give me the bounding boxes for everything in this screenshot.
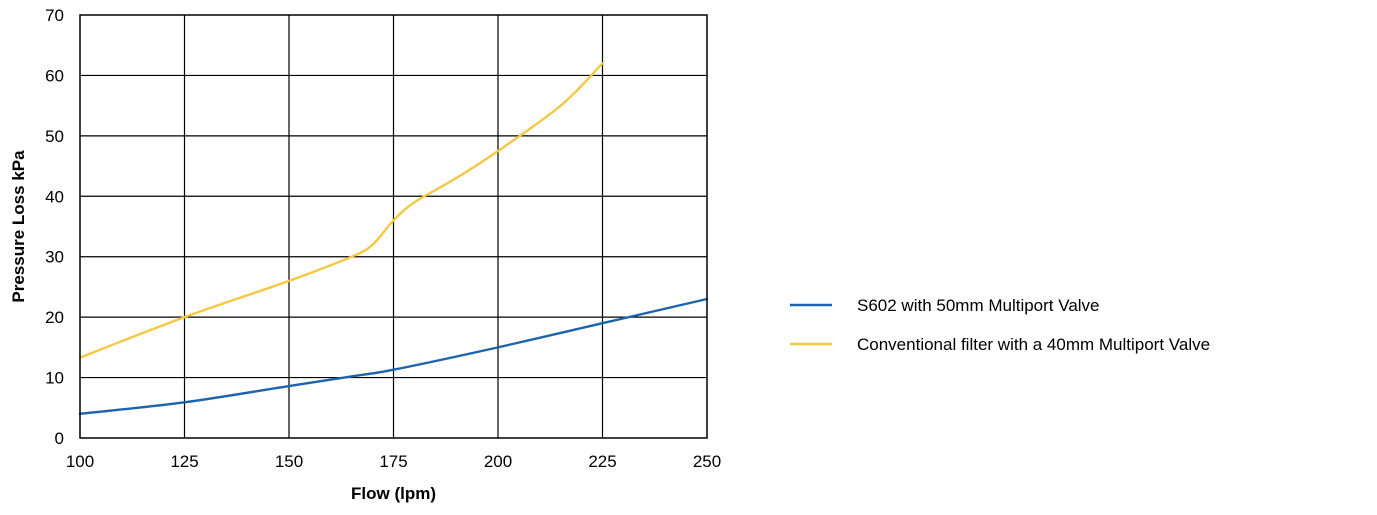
x-tick-label: 200 bbox=[484, 452, 512, 471]
legend: S602 with 50mm Multiport Valve Convention… bbox=[790, 296, 1210, 354]
plot-area-frame bbox=[79, 14, 708, 439]
x-axis-title: Flow (lpm) bbox=[351, 484, 436, 503]
y-tick-label: 30 bbox=[45, 248, 64, 267]
y-tick-label: 40 bbox=[45, 187, 64, 206]
x-tick-label: 100 bbox=[66, 452, 94, 471]
y-tick-label: 60 bbox=[45, 66, 64, 85]
series-lines bbox=[78, 62, 709, 416]
y-tick-label: 0 bbox=[55, 429, 64, 448]
series-line-1 bbox=[78, 297, 709, 416]
y-tick-label: 10 bbox=[45, 369, 64, 388]
x-tick-label: 225 bbox=[588, 452, 616, 471]
y-axis-title: Pressure Loss kPa bbox=[9, 150, 28, 303]
x-tick-label: 150 bbox=[275, 452, 303, 471]
series-line-2 bbox=[78, 62, 604, 359]
y-tick-label: 50 bbox=[45, 127, 64, 146]
y-tick-label: 20 bbox=[45, 308, 64, 327]
x-axis-ticks: 100 125 150 175 200 225 250 bbox=[66, 452, 721, 471]
x-tick-label: 250 bbox=[693, 452, 721, 471]
legend-label-2: Conventional filter with a 40mm Multipor… bbox=[857, 335, 1210, 354]
y-axis-ticks: 0 10 20 30 40 50 60 70 bbox=[45, 6, 64, 448]
legend-label-1: S602 with 50mm Multiport Valve bbox=[857, 296, 1100, 315]
x-tick-label: 125 bbox=[170, 452, 198, 471]
x-tick-label: 175 bbox=[379, 452, 407, 471]
y-tick-label: 70 bbox=[45, 6, 64, 25]
